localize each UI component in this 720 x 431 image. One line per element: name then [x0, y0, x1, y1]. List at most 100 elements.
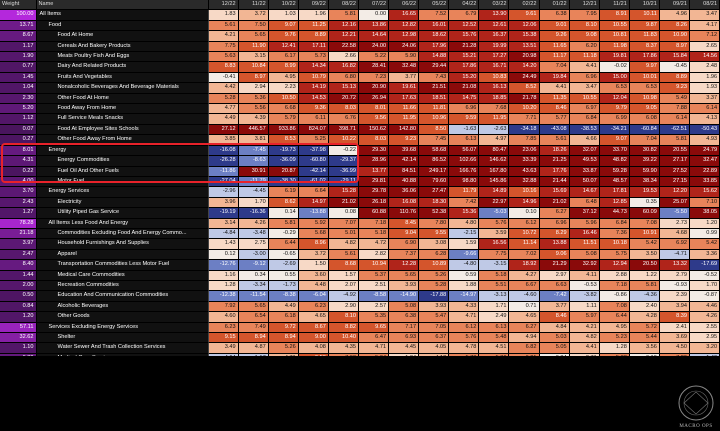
column-header-date[interactable]: 11/22 [238, 0, 269, 11]
column-header-name[interactable]: Name [36, 0, 209, 11]
value-cell: 2.57 [358, 301, 390, 313]
column-header-date[interactable]: 03/22 [478, 0, 510, 11]
value-cell: 0.71 [508, 301, 540, 313]
value-cell: 17.86 [629, 51, 660, 63]
table-row[interactable]: 21.18 Commodities Excluding Food And Ener… [0, 228, 720, 240]
table-row[interactable]: 2.00 Recreation Commodities 1.28 -3.34 -1.73… [0, 280, 720, 292]
value-cell: 30.91 [238, 166, 269, 177]
value-cell: 27.52 [659, 166, 691, 177]
value-cell: 4.26 [689, 311, 720, 323]
value-cell: 6.23 [298, 301, 329, 313]
table-row[interactable]: 0.50 Education And Communication Commodit… [0, 290, 720, 302]
value-cell: -3.15 [478, 259, 510, 271]
table-row[interactable]: 0.77 Dairy And Related Products 8.83 10.84 8… [0, 61, 720, 73]
table-row[interactable]: 57.11 Services Excluding Energy Services 6… [0, 322, 720, 334]
table-row[interactable]: 3.70 Energy Services -2.96 -4.45 6.19 6.64 15.… [0, 186, 720, 198]
table-row[interactable]: 0.84 Alcoholic Beverages 7.92 5.65 4.49 6.23 2… [0, 301, 720, 313]
value-cell: 6.53 [629, 82, 660, 94]
value-cell: 11.81 [418, 103, 450, 115]
value-cell: 32.88 [508, 176, 540, 188]
value-cell: 6.67 [508, 280, 540, 292]
value-cell: 12.06 [508, 20, 540, 32]
table-row[interactable]: 78.28 All Items Less Food And Energy 3.14 4… [0, 218, 720, 229]
column-header-date[interactable]: 05/22 [418, 0, 450, 11]
column-header-date[interactable]: 09/21 [659, 0, 691, 11]
value-cell: 21.78 [508, 93, 540, 105]
value-cell: 4.94 [508, 332, 540, 344]
table-row[interactable]: 13.71 Food 5.61 7.50 9.07 11.25 12.16 13.86 12.8… [0, 20, 720, 32]
column-header-date[interactable]: 01/22 [539, 0, 570, 11]
value-cell: -0.86 [599, 290, 630, 302]
value-cell: 9.97 [629, 61, 660, 73]
value-cell: 3.20 [689, 342, 720, 354]
table-row[interactable]: 1.17 Cereals And Bakery Products 7.75 11.90… [0, 41, 720, 53]
value-cell: 32.48 [388, 61, 420, 73]
value-cell: 2.65 [689, 41, 720, 53]
table-row[interactable]: 8.01 Energy -16.08 -7.45 -19.73 -37.98 -0.22 29… [0, 145, 720, 157]
column-header-date[interactable]: 11/21 [599, 0, 630, 11]
column-header-date[interactable]: 02/22 [508, 0, 540, 11]
table-row[interactable]: 1.44 Medical Care Commodities 1.16 0.34 0.55… [0, 270, 720, 281]
table-row[interactable]: 1.27 Utility Piped Gas Service -19.19 -16.3… [0, 207, 720, 219]
weight-cell: 78.28 [0, 218, 37, 229]
column-header-date[interactable]: 10/22 [268, 0, 299, 11]
value-cell: 14.97 [298, 197, 329, 209]
column-header-date[interactable]: 12/21 [569, 0, 600, 11]
table-row[interactable]: 2.47 Apparel 0.12 -3.00 -0.65 3.72 5.61 2.82 7.3… [0, 249, 720, 261]
weight-cell: 1.90 [0, 51, 37, 63]
value-cell: 50.07 [569, 176, 600, 188]
column-header-date[interactable]: 06/22 [388, 0, 420, 11]
table-row[interactable]: 100.00 All Items 1.83 3.72 1.03 1.96 5.81 0.00 1… [0, 9, 720, 21]
table-row[interactable]: 5.20 Food Away From Home 4.77 5.56 6.68 9.36 8… [0, 103, 720, 115]
table-row[interactable]: 1.90 Meats Poultry Fish And Eggs 5.63 3.15 6… [0, 51, 720, 63]
value-cell: 6.82 [508, 342, 540, 354]
value-cell: 8.26 [659, 20, 691, 32]
table-row[interactable]: 1.10 Water Sewer And Trash Collection Ser… [0, 342, 720, 354]
table-row[interactable]: 0.27 Other Food Away From Home 3.85 3.81 8.5… [0, 134, 720, 146]
value-cell: 10.50 [268, 93, 299, 105]
table-row[interactable]: 0.07 Food At Employee Sites Schools 27.12 4… [0, 124, 720, 136]
value-cell: 5.90 [388, 51, 420, 63]
value-cell: 5.81 [328, 9, 359, 21]
value-cell: -14.97 [448, 290, 480, 302]
table-row[interactable]: 32.62 Shelter 9.15 8.94 8.94 9.00 10.40 6.47 6.9… [0, 332, 720, 344]
value-cell: 6.27 [539, 207, 570, 219]
column-header-date[interactable]: 07/22 [358, 0, 390, 11]
column-header-date[interactable]: 12/22 [208, 0, 239, 11]
value-cell: 24.06 [388, 41, 420, 53]
table-row[interactable]: 0.22 Fuel Oil And Other Fuels -11.86 30.91 2… [0, 166, 720, 177]
table-row[interactable]: 1.20 Other Goods 4.60 6.54 6.18 4.65 8.10 5.35 6… [0, 311, 720, 323]
table-row[interactable]: 2.43 Electricity 3.96 1.70 8.62 14.97 21.02 26.… [0, 197, 720, 209]
column-header-date[interactable]: 10/21 [629, 0, 660, 11]
value-cell: 4.87 [238, 342, 269, 354]
value-cell: 12.98 [388, 30, 420, 42]
column-header-date[interactable]: 09/22 [298, 0, 329, 11]
value-cell: -42.14 [298, 166, 329, 177]
value-cell: 16.56 [478, 238, 510, 250]
value-cell: -13.88 [298, 207, 329, 219]
column-header-weight[interactable]: Weight [0, 0, 37, 11]
table-row[interactable]: 4.31 Energy Commodities -26.28 -8.63 -36.09-… [0, 155, 720, 167]
row-name-cell: Services Excluding Energy Services [36, 322, 209, 334]
table-row[interactable]: 4.00 Motor Fuel -27.04 -11.79 -38.30 -61.02 -2… [0, 176, 720, 188]
table-row[interactable]: 1.12 Full Service Meals Snacks 4.49 4.39 5.7… [0, 113, 720, 125]
column-header-date[interactable]: 08/22 [328, 0, 359, 11]
value-cell: 2.82 [358, 249, 390, 261]
table-row[interactable]: 8.67 Food At Home 4.21 5.65 9.76 8.89 12.21 14.… [0, 30, 720, 42]
row-name-cell: Energy Commodities [36, 155, 209, 167]
macro-ops-logo-icon [678, 385, 714, 421]
value-cell: 15.21 [448, 51, 480, 63]
column-header-date[interactable]: 08/21 [689, 0, 720, 11]
column-header-date[interactable]: 04/22 [448, 0, 480, 11]
row-name-cell: Apparel [36, 249, 209, 261]
value-cell: 11.51 [569, 238, 600, 250]
table-row[interactable]: 2.30 Other Food At Home 5.28 5.36 10.50 14.53… [0, 93, 720, 105]
table-row[interactable]: 8.40 Transportation Commodities Less Moto… [0, 259, 720, 271]
table-row[interactable]: 1.04 Nonalcoholic Beverages And Beverage … [0, 82, 720, 94]
value-cell: 98.80 [448, 176, 480, 188]
table-row[interactable]: 3.97 Household Furnishings And Supplies 1.… [0, 238, 720, 250]
value-cell: 6.13 [448, 134, 480, 146]
table-row[interactable]: 1.45 Fruits And Vegetables -0.41 8.97 4.95 10… [0, 72, 720, 84]
value-cell: -5.03 [478, 207, 510, 219]
value-cell: 6.79 [448, 9, 480, 21]
